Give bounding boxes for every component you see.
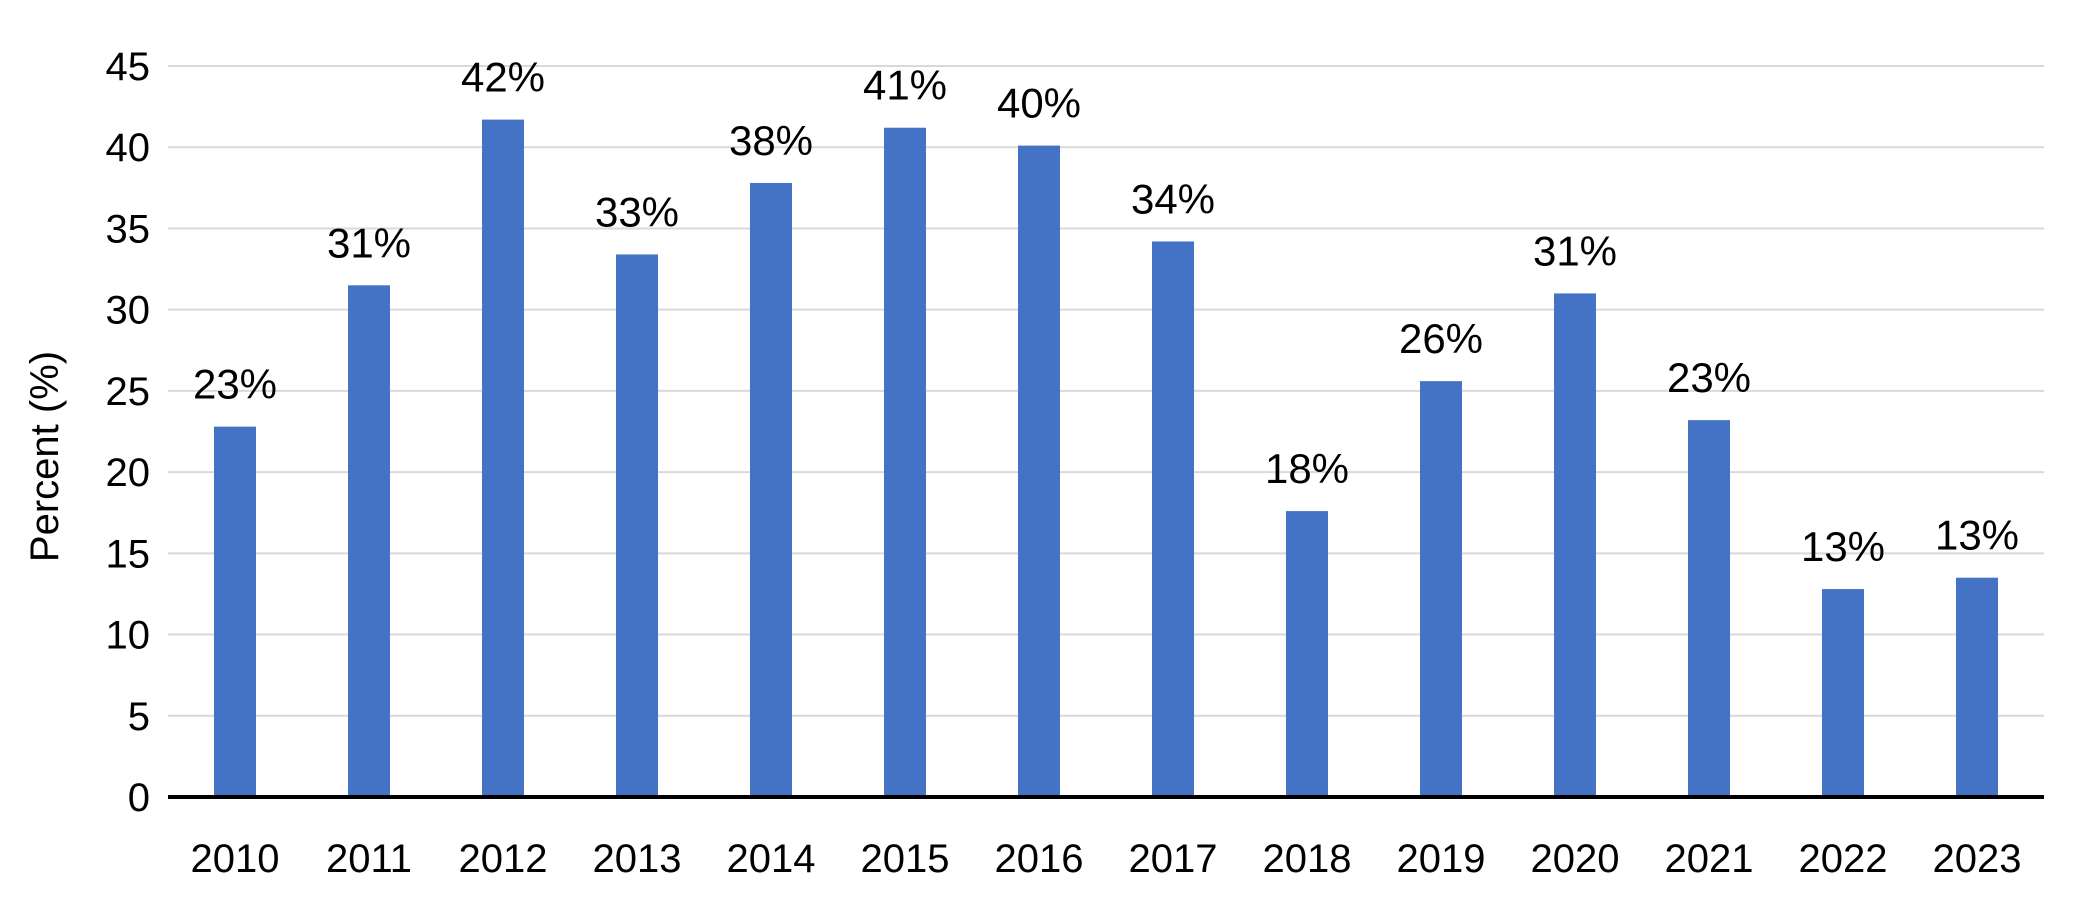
data-label: 23% (1667, 354, 1751, 401)
data-label: 18% (1265, 445, 1349, 492)
data-label: 23% (193, 361, 277, 408)
bar (1152, 241, 1194, 797)
data-label: 40% (997, 80, 1081, 127)
data-label: 31% (327, 219, 411, 266)
y-tick-label: 40 (106, 126, 151, 170)
bar (482, 119, 524, 797)
x-tick-label: 2018 (1263, 837, 1352, 881)
y-tick-label: 10 (106, 614, 151, 658)
x-tick-label: 2010 (191, 837, 280, 881)
data-label: 42% (461, 54, 545, 101)
x-tick-label: 2014 (727, 837, 816, 881)
y-tick-label: 0 (128, 776, 150, 820)
y-tick-label: 25 (106, 370, 151, 414)
bar (616, 254, 658, 798)
x-tick-label: 2013 (593, 837, 682, 881)
bar (750, 182, 792, 797)
y-tick-label: 5 (128, 695, 150, 739)
data-label: 13% (1801, 523, 1885, 570)
x-tick-label: 2015 (861, 837, 950, 881)
x-tick-label: 2022 (1799, 837, 1888, 881)
y-tick-label: 45 (106, 45, 151, 89)
data-labels: 23% 31% 42% 33% 38% 41% 40% 34% 18% 26% 31% 23% 13% 1… (193, 54, 2019, 570)
y-tick-label: 30 (106, 289, 151, 333)
bar (1688, 420, 1730, 797)
data-label: 13% (1935, 512, 2019, 559)
data-label: 33% (595, 188, 679, 235)
bar (1956, 577, 1998, 797)
x-tick-label: 2012 (459, 837, 548, 881)
x-tick-label: 2011 (326, 837, 412, 881)
bar (1554, 293, 1596, 797)
bar (884, 127, 926, 798)
bar (214, 426, 256, 797)
x-tick-label: 2019 (1397, 837, 1486, 881)
y-axis-title: Percent (%) (23, 351, 67, 562)
bar (1420, 381, 1462, 797)
y-tick-label: 35 (106, 207, 151, 251)
bar (348, 285, 390, 797)
data-label: 31% (1533, 227, 1617, 274)
x-tick-label: 2021 (1665, 837, 1754, 881)
x-tick-label: 2016 (995, 837, 1084, 881)
y-axis-ticks: 0 5 10 15 20 25 30 35 40 45 (106, 45, 151, 820)
data-label: 41% (863, 62, 947, 109)
y-tick-label: 15 (106, 532, 151, 576)
bar (1822, 589, 1864, 797)
bars (214, 119, 1998, 798)
x-tick-label: 2017 (1129, 837, 1218, 881)
data-label: 34% (1131, 175, 1215, 222)
data-label: 38% (729, 117, 813, 164)
data-label: 26% (1399, 315, 1483, 362)
y-tick-label: 20 (106, 451, 151, 495)
x-tick-label: 2023 (1933, 837, 2022, 881)
x-tick-label: 2020 (1531, 837, 1620, 881)
bar (1018, 145, 1060, 797)
bar (1286, 511, 1328, 797)
gridlines (168, 65, 2044, 717)
x-axis-ticks: 2010 2011 2012 2013 2014 2015 2016 2017 2018 2019… (191, 837, 2022, 881)
